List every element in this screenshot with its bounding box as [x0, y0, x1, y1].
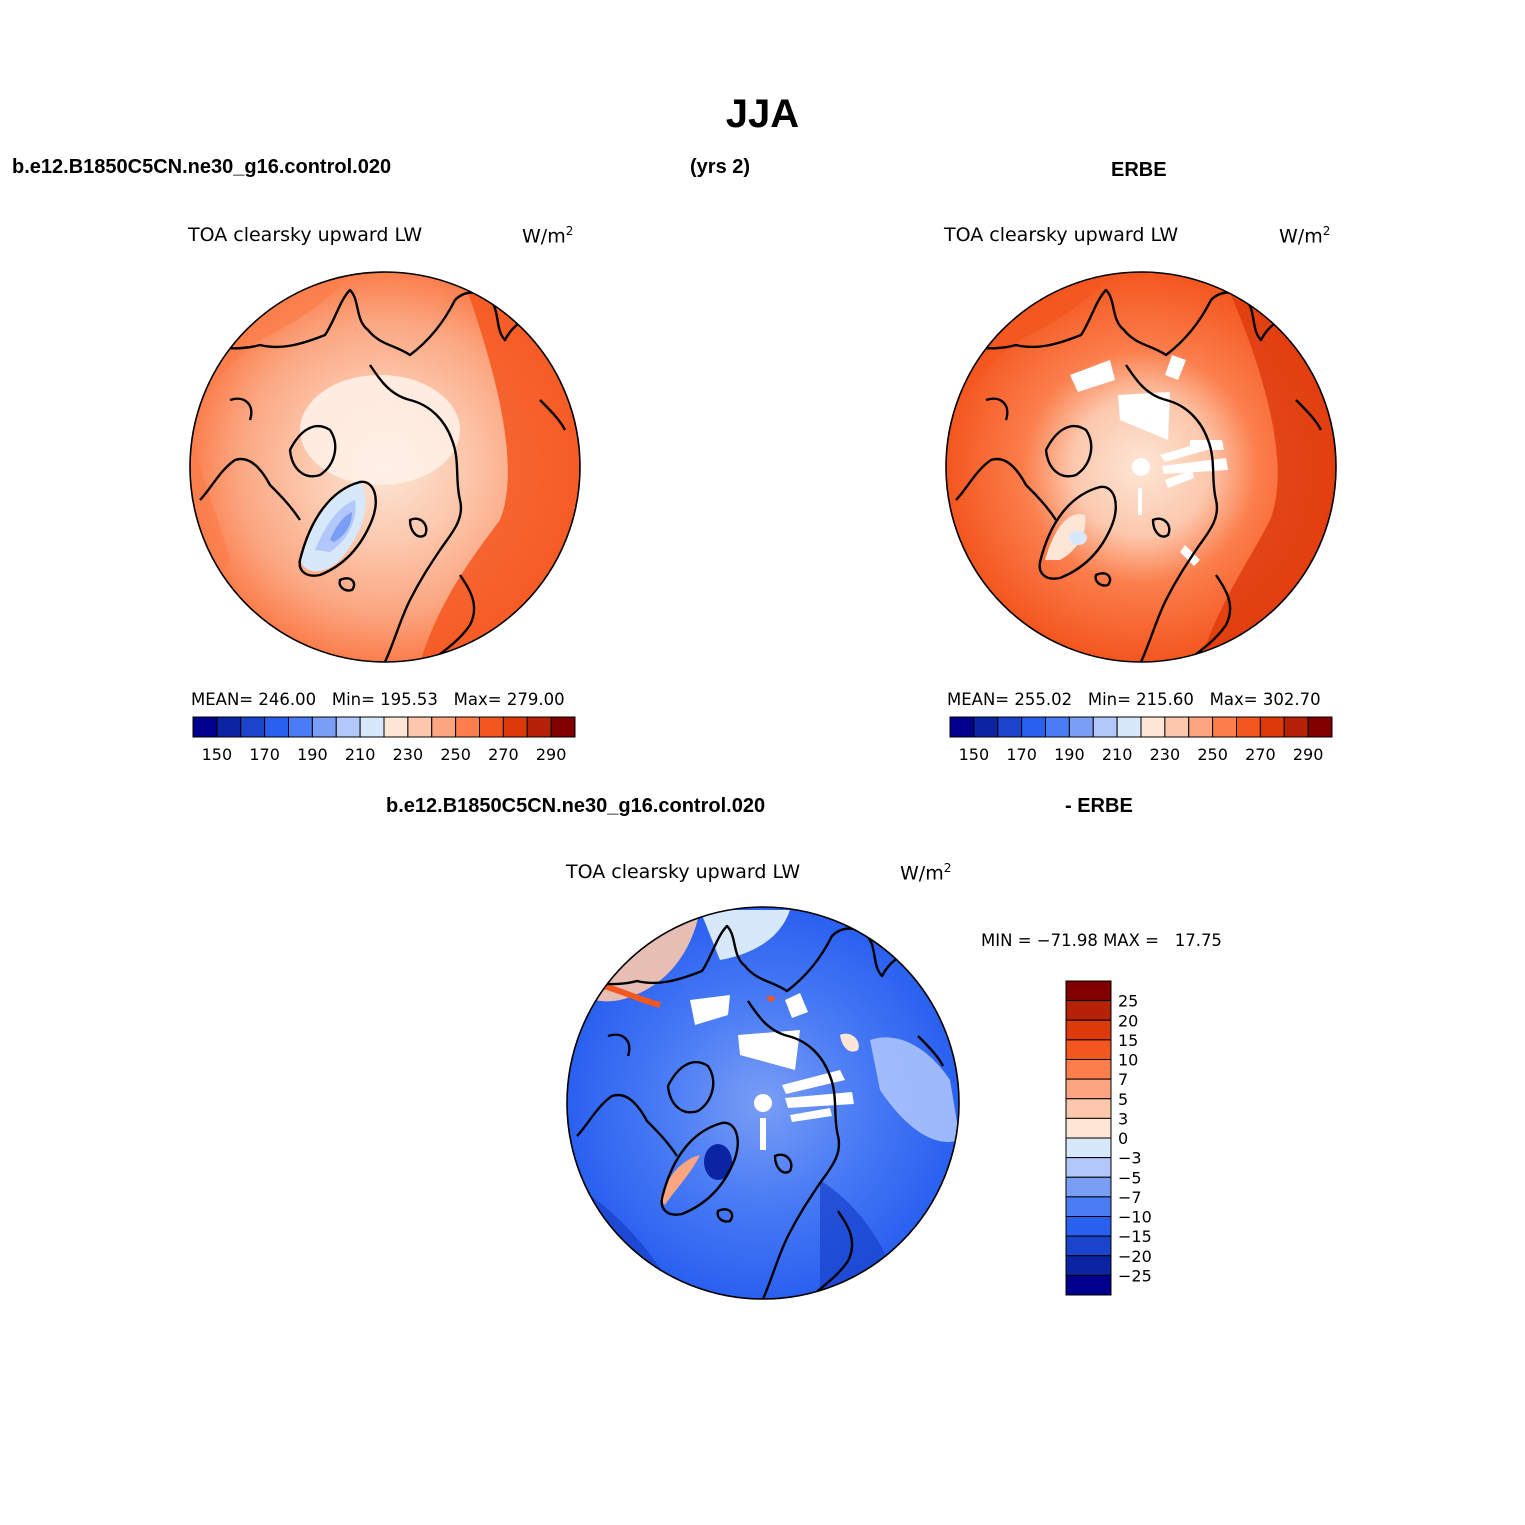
obs-colorbar-swatch [1236, 716, 1261, 738]
panel-diff-variable: TOA clearsky upward LW [566, 861, 801, 883]
model-colorbar-swatch [335, 716, 361, 738]
model-colorbar-swatch [359, 716, 385, 738]
diff-colorbar-tick-label: −7 [1118, 1188, 1142, 1207]
model-colorbar-tick-label: 230 [393, 745, 424, 764]
model-colorbar-swatch [192, 716, 218, 738]
panel-model-stats: MEAN= 246.00 Min= 195.53 Max= 279.00 [191, 690, 565, 709]
obs-colorbar-swatch [1045, 716, 1070, 738]
panel-model-units: W/m2 [522, 224, 574, 248]
model-colorbar-swatch [550, 716, 576, 738]
model-colorbar-swatch [288, 716, 313, 738]
diff-colorbar-swatch [1065, 1255, 1112, 1276]
panel-obs-units: W/m2 [1279, 224, 1331, 248]
diff-colorbar-swatch [1065, 1117, 1112, 1139]
obs-colorbar-tick-label: 150 [959, 745, 990, 764]
diff-colorbar-tick-label: 15 [1118, 1031, 1138, 1050]
diff-case-b-label: - ERBE [1065, 795, 1133, 817]
diff-colorbar-tick-label: 3 [1118, 1109, 1128, 1128]
right-case-label: ERBE [1111, 159, 1167, 181]
obs-colorbar-swatch [997, 716, 1023, 738]
diff-colorbar-swatch [1065, 980, 1112, 1002]
obs-colorbar-tick-label: 250 [1197, 745, 1228, 764]
obs-colorbar-tick-label: 270 [1245, 745, 1276, 764]
obs-colorbar-swatch [1092, 716, 1118, 738]
diff-colorbar-tick-label: 20 [1118, 1011, 1138, 1030]
obs-colorbar-swatch [1164, 716, 1190, 738]
panel-diff-units: W/m2 [900, 861, 952, 885]
obs-colorbar-tick-label: 190 [1054, 745, 1085, 764]
model-colorbar-swatch [311, 716, 337, 738]
diff-colorbar-tick-label: 5 [1118, 1090, 1128, 1109]
obs-colorbar-tick-label: 170 [1006, 745, 1037, 764]
figure-title: JJA [725, 92, 800, 136]
diff-colorbar-tick-label: −25 [1118, 1266, 1152, 1285]
left-case-label: b.e12.B1850C5CN.ne30_g16.control.020 [12, 156, 392, 178]
model-colorbar-tick-label: 190 [297, 745, 328, 764]
diff-colorbar-tick-label: −10 [1118, 1208, 1152, 1227]
model-colorbar-swatch [502, 716, 528, 738]
model-colorbar-tick-label: 170 [249, 745, 280, 764]
model-colorbar-swatch [479, 716, 504, 738]
obs-colorbar-tick-label: 230 [1150, 745, 1181, 764]
model-colorbar-tick-label: 290 [536, 745, 567, 764]
diff-colorbar-swatch [1065, 1059, 1112, 1080]
diff-colorbar-tick-label: 10 [1118, 1051, 1138, 1070]
model-colorbar-tick-label: 210 [345, 745, 376, 764]
diff-colorbar-swatch [1065, 1019, 1112, 1041]
diff-colorbar-swatch [1065, 1235, 1112, 1257]
diff-colorbar-swatch [1065, 1176, 1112, 1198]
diff-colorbar-swatch [1065, 1274, 1112, 1296]
model-colorbar-tick-label: 250 [440, 745, 471, 764]
obs-colorbar-swatch [1307, 716, 1333, 738]
diff-colorbar-tick-label: 7 [1118, 1070, 1128, 1089]
diff-colorbar-tick-label: −3 [1118, 1149, 1142, 1168]
diff-case-a-label: b.e12.B1850C5CN.ne30_g16.control.020 [386, 795, 766, 817]
diff-colorbar-swatch [1065, 1137, 1112, 1159]
diff-colorbar-swatch [1065, 1039, 1112, 1060]
obs-colorbar-tick-label: 290 [1293, 745, 1324, 764]
obs-colorbar-swatch [1116, 716, 1142, 738]
model-colorbar-swatch [407, 716, 433, 738]
obs-colorbar-tick-label: 210 [1102, 745, 1133, 764]
diff-colorbar-swatch [1065, 1000, 1112, 1021]
diff-colorbar-tick-label: −20 [1118, 1247, 1152, 1266]
diff-colorbar-swatch [1065, 1157, 1112, 1178]
obs-colorbar-swatch [1283, 716, 1309, 738]
panel-obs-variable: TOA clearsky upward LW [944, 224, 1179, 246]
obs-colorbar-swatch [1021, 716, 1046, 738]
diff-colorbar-swatch [1065, 1196, 1112, 1217]
obs-colorbar-swatch [1212, 716, 1237, 738]
diff-colorbar-swatch [1065, 1216, 1112, 1237]
panel-obs-stats: MEAN= 255.02 Min= 215.60 Max= 302.70 [947, 690, 1321, 709]
model-colorbar-swatch [383, 716, 409, 738]
model-colorbar-swatch [455, 716, 480, 738]
obs-colorbar-swatch [1188, 716, 1214, 738]
obs-colorbar-swatch [1140, 716, 1166, 738]
model-colorbar-swatch [216, 716, 242, 738]
obs-colorbar-swatch [1068, 716, 1094, 738]
diff-colorbar-tick-label: 25 [1118, 992, 1138, 1011]
model-colorbar-tick-label: 150 [202, 745, 233, 764]
obs-colorbar-swatch [949, 716, 975, 738]
panel-model-variable: TOA clearsky upward LW [188, 224, 423, 246]
obs-colorbar-swatch [1259, 716, 1285, 738]
obs-colorbar-swatch [973, 716, 999, 738]
years-label: (yrs 2) [690, 156, 751, 178]
diff-colorbar-tick-label: −5 [1118, 1168, 1142, 1187]
diff-colorbar-tick-label: 0 [1118, 1129, 1128, 1148]
model-colorbar-swatch [526, 716, 552, 738]
model-colorbar-swatch [264, 716, 289, 738]
panel-diff-stats: MIN = −71.98 MAX = 17.75 [981, 931, 1222, 950]
diff-colorbar-swatch [1065, 1078, 1112, 1100]
model-colorbar-tick-label: 270 [488, 745, 519, 764]
diff-colorbar-swatch [1065, 1098, 1112, 1119]
diff-colorbar-tick-label: −15 [1118, 1227, 1152, 1246]
model-colorbar-swatch [240, 716, 266, 738]
model-colorbar-swatch [431, 716, 457, 738]
